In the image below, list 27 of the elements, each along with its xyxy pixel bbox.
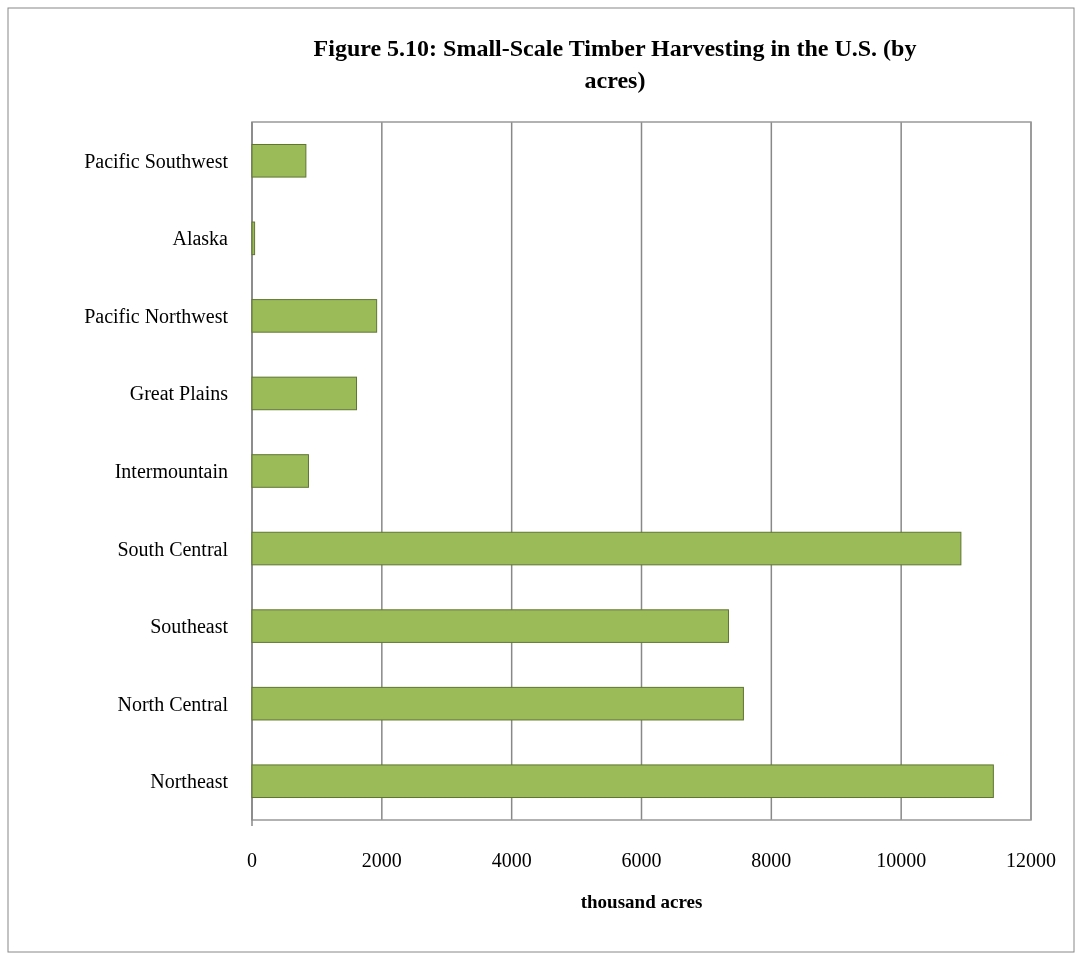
x-tick-label: 4000 <box>491 849 532 871</box>
x-tick-label: 6000 <box>621 849 662 871</box>
y-tick-label: South Central <box>117 537 229 560</box>
x-tick-label: 8000 <box>751 849 792 871</box>
bar <box>251 376 358 411</box>
bar <box>251 686 744 721</box>
chart-title: Figure 5.10: Small-Scale Timber Harvesting in the U.S. (by acres) <box>313 35 917 93</box>
y-tick-label: North Central <box>117 692 229 715</box>
y-tick-label: Pacific Northwest <box>84 304 229 327</box>
bar <box>251 609 729 643</box>
bar <box>251 143 307 178</box>
y-tick-label: Intermountain <box>114 460 228 482</box>
x-tick-label: 0 <box>247 849 257 871</box>
x-tick-label: 2000 <box>361 849 402 871</box>
bar <box>251 221 256 256</box>
bar <box>251 454 309 488</box>
y-tick-label: Great Plains <box>129 382 229 405</box>
x-axis-title: thousand acres <box>580 891 703 912</box>
bar <box>251 531 962 566</box>
bar <box>251 764 994 799</box>
x-tick-label: 10000 <box>876 849 927 871</box>
y-tick-label: Alaska <box>172 227 229 250</box>
y-tick-label: Pacific Southwest <box>84 149 229 172</box>
y-tick-label: Northeast <box>150 770 229 793</box>
y-tick-label: Southeast <box>150 615 229 638</box>
bar <box>251 299 378 333</box>
x-tick-label: 12000 <box>1006 849 1056 871</box>
